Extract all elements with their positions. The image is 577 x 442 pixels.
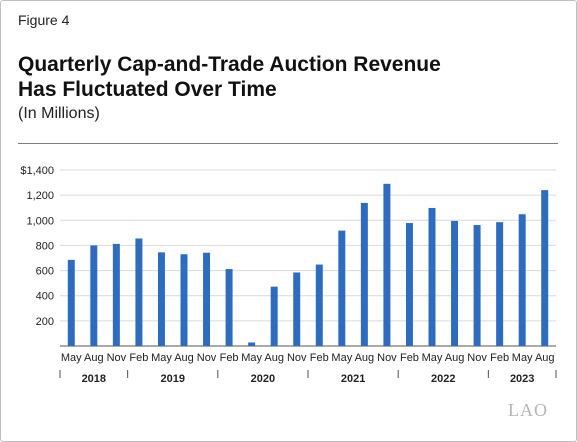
x-tick-label: Feb	[310, 352, 329, 364]
x-tick-label: May	[512, 352, 533, 364]
bar	[518, 214, 526, 346]
x-tick-label: Aug	[355, 352, 375, 364]
chart-title: Quarterly Cap-and-Trade Auction Revenue …	[18, 52, 558, 102]
year-label: 2018	[82, 373, 106, 385]
x-tick-label: Feb	[129, 352, 148, 364]
bar	[270, 286, 278, 346]
title-divider	[18, 143, 558, 144]
year-label: 2021	[341, 373, 365, 385]
bar	[383, 183, 391, 346]
year-label: 2023	[510, 373, 534, 385]
x-tick-label: May	[422, 352, 443, 364]
figure-label: Figure 4	[18, 12, 70, 28]
x-tick-label: May	[241, 352, 262, 364]
bar	[135, 238, 143, 346]
year-label: 2019	[160, 373, 184, 385]
chart-title-line-2: Has Fluctuated Over Time	[18, 78, 277, 101]
y-tick-label: 800	[36, 240, 54, 252]
bar	[112, 243, 120, 346]
bar	[67, 259, 75, 346]
bar	[90, 245, 98, 346]
bar	[157, 252, 165, 346]
x-tick-label: Nov	[287, 352, 307, 364]
x-tick-label: Feb	[220, 352, 239, 364]
year-label: 2022	[431, 373, 455, 385]
bar	[428, 207, 436, 346]
lao-logo: LAO	[508, 400, 548, 420]
y-tick-label: 200	[36, 316, 54, 328]
bar	[315, 264, 323, 346]
bar	[473, 225, 481, 346]
x-tick-label: Nov	[107, 352, 127, 364]
bar	[541, 190, 549, 346]
bar	[451, 220, 459, 346]
y-tick-label: $1,400	[20, 165, 54, 177]
bar	[248, 342, 256, 346]
bar	[360, 202, 368, 346]
year-groups: 2018 2019 2020 2021 2022 2023	[59, 370, 557, 385]
bar	[338, 230, 346, 346]
x-tick-label: May	[61, 352, 82, 364]
x-tick-label: Feb	[490, 352, 509, 364]
x-tick-label: Nov	[197, 352, 217, 364]
x-tick-label: Aug	[535, 352, 555, 364]
x-tick-label: Nov	[377, 352, 397, 364]
bar	[293, 272, 301, 346]
y-tick-label: 1,000	[26, 215, 54, 227]
chart-subtitle: (In Millions)	[18, 105, 100, 122]
x-tick-label: Aug	[264, 352, 284, 364]
x-tick-label: Feb	[400, 352, 419, 364]
x-tick-label: Aug	[174, 352, 194, 364]
y-tick-label: 1,200	[26, 190, 54, 202]
x-tick-label: Aug	[445, 352, 465, 364]
x-axis-ticks: May Aug Nov Feb May Aug Nov Feb May Aug Nov Feb May A…	[61, 352, 555, 364]
x-tick-label: Nov	[467, 352, 487, 364]
y-tick-label: 600	[36, 266, 54, 278]
bar	[203, 252, 211, 346]
bar	[225, 269, 233, 346]
bar	[405, 223, 413, 346]
gridlines	[60, 169, 556, 347]
year-label: 2020	[251, 373, 275, 385]
y-tick-label: 400	[36, 291, 54, 303]
bar	[180, 254, 188, 346]
y-axis-ticks: $1,400 1,200 1,000 800 600 400 200	[20, 165, 54, 328]
bars	[67, 183, 549, 346]
x-tick-label: May	[151, 352, 172, 364]
x-tick-label: May	[331, 352, 352, 364]
chart-title-line-1: Quarterly Cap-and-Trade Auction Revenue	[18, 53, 441, 76]
bar	[496, 222, 504, 346]
x-tick-label: Aug	[84, 352, 104, 364]
